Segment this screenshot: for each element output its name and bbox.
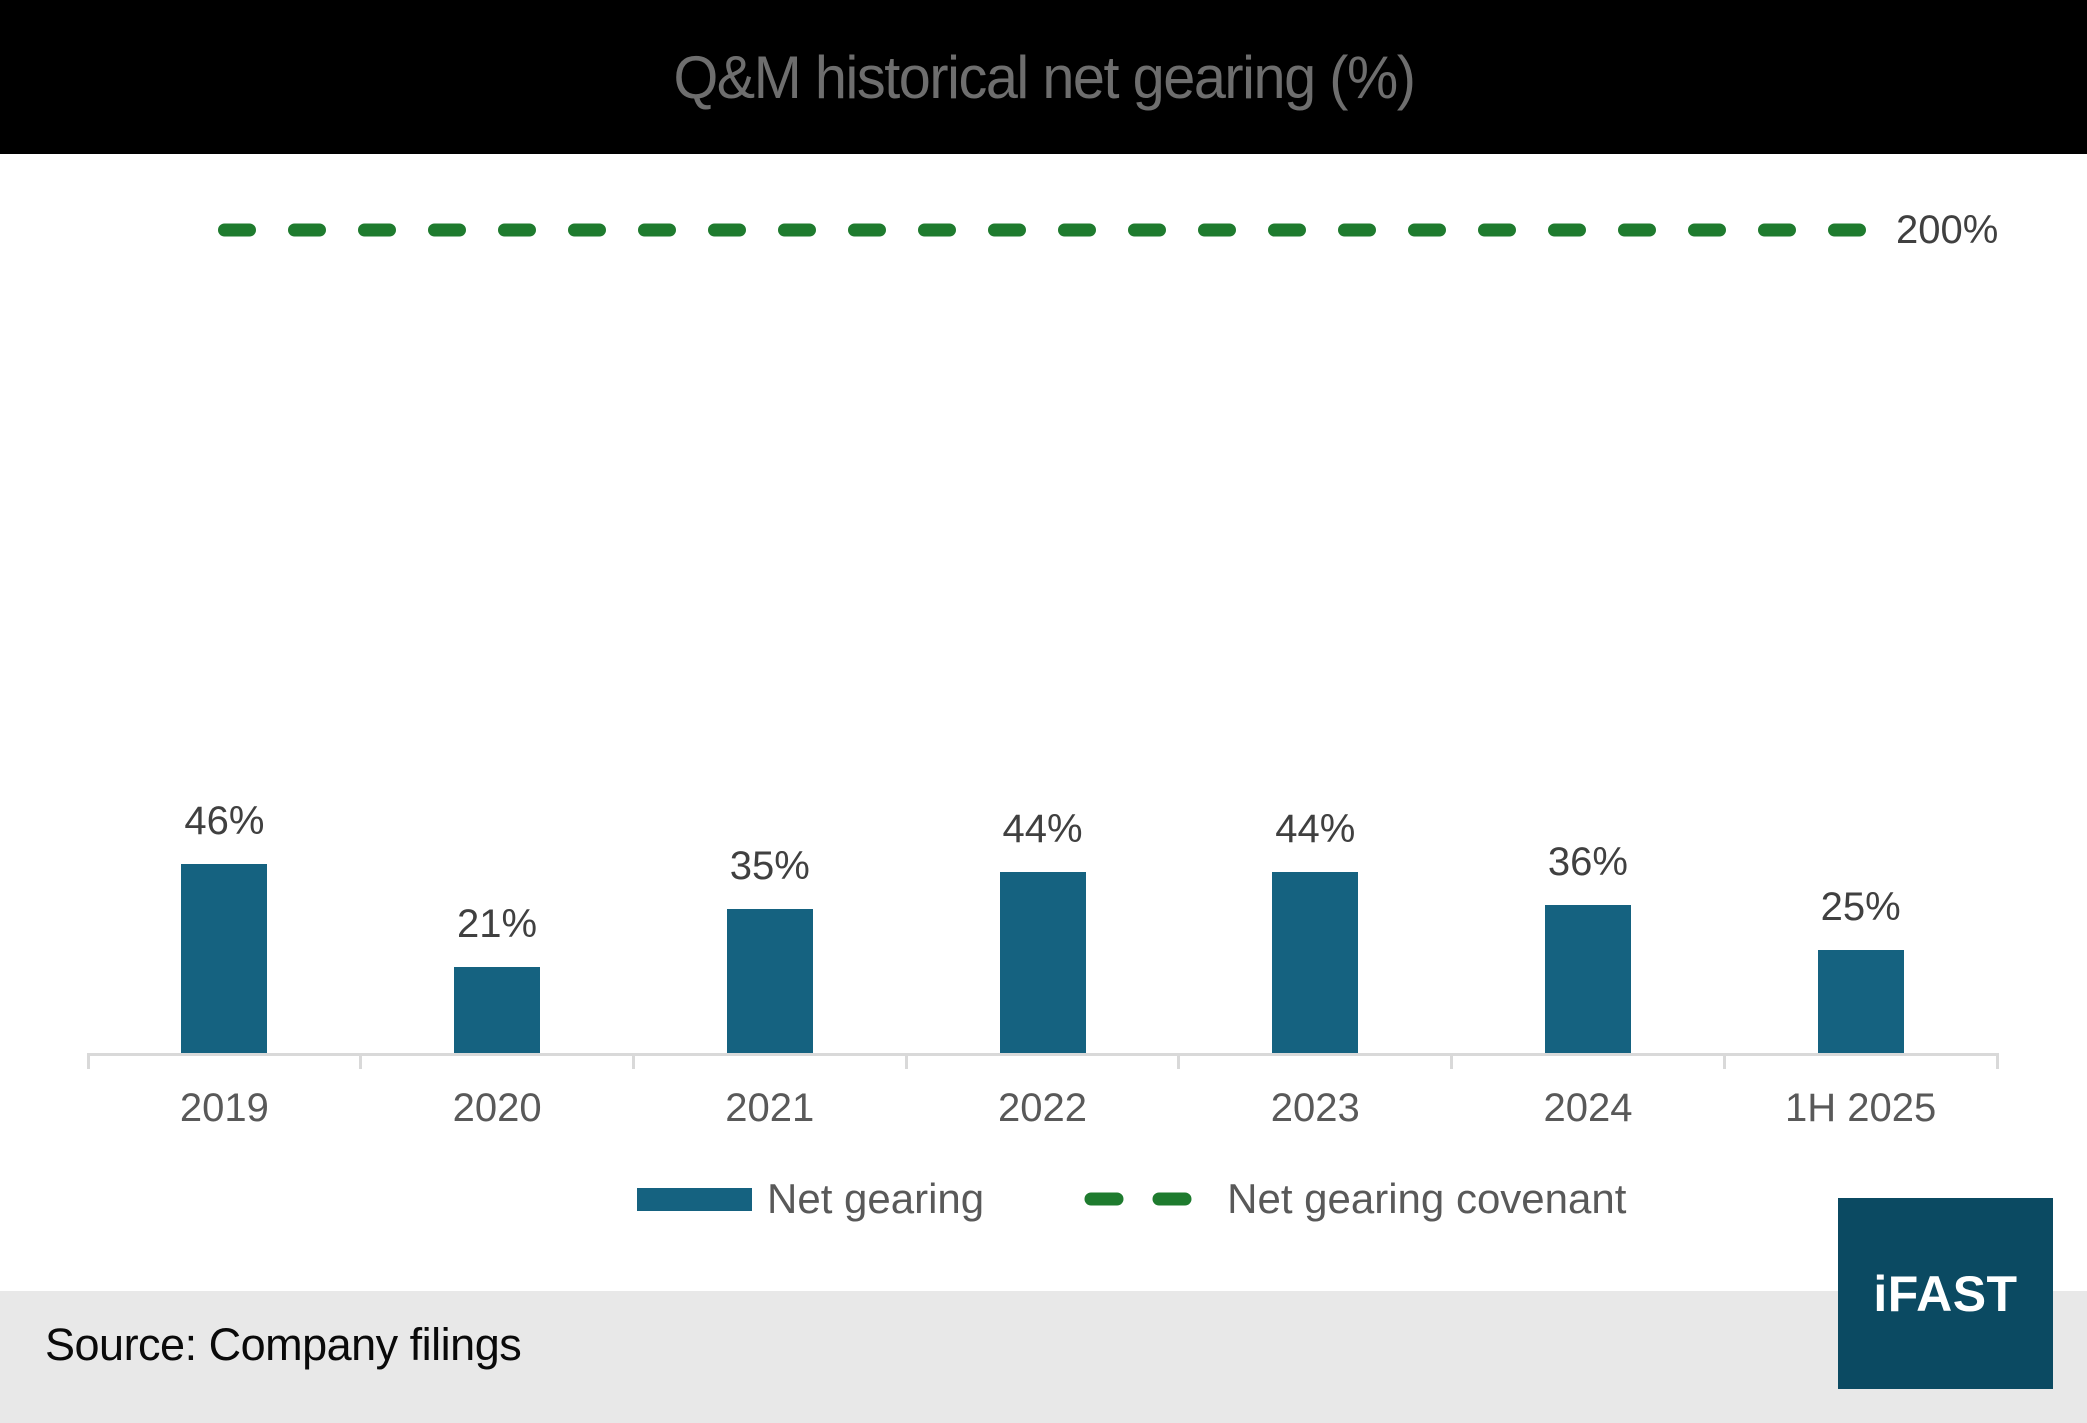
bar-column-2019: 46% (88, 799, 361, 1053)
x-axis-label-1h-2025: 1H 2025 (1785, 1086, 1937, 1130)
ifast-logo-text: iFAST (1873, 1265, 2018, 1322)
net-gearing-swatch-icon (637, 1187, 752, 1211)
x-axis-tick (86, 1053, 90, 1069)
source-text: Source: Company filings (45, 1319, 522, 1370)
bar-column-2024: 36% (1452, 840, 1725, 1053)
x-axis-labels: 2019 2020 2021 2022 2023 2024 1H 2025 (88, 1086, 1997, 1131)
plot-area: 46% 21% 35% 44% 44% 36% 25% (88, 0, 1997, 1053)
bar-1h-2025 (1817, 950, 1904, 1053)
x-axis-tick (359, 1053, 363, 1069)
ifast-logo: iFAST (1838, 1198, 2053, 1389)
x-axis-label-2021: 2021 (725, 1086, 815, 1130)
bar-value-label: 25% (1820, 885, 1901, 929)
covenant-value-label: 200% (1896, 208, 1999, 252)
title-bar: Q&M historical net gearing (%) (0, 0, 2087, 154)
bar-2022 (999, 872, 1086, 1053)
x-axis-label-2019: 2019 (179, 1086, 269, 1130)
legend-label-net-gearing: Net gearing (767, 1175, 985, 1222)
bar-value-label: 21% (457, 902, 538, 946)
bar-2024 (1544, 905, 1631, 1053)
legend: Net gearing Net gearing covenant (637, 1175, 1626, 1223)
bar-2023 (1272, 872, 1359, 1053)
x-axis-label-2024: 2024 (1543, 1086, 1633, 1130)
bar-value-label: 44% (1002, 807, 1083, 851)
bar-column-2022: 44% (906, 807, 1179, 1053)
x-axis-tick (1995, 1053, 1999, 1069)
legend-label-covenant: Net gearing covenant (1227, 1175, 1627, 1222)
x-axis-tick (1177, 1053, 1181, 1069)
bar-2020 (454, 967, 541, 1053)
legend-item-net-gearing: Net gearing (637, 1175, 984, 1223)
source-strip: Source: Company filings (0, 1291, 2087, 1423)
bar-value-label: 44% (1275, 807, 1356, 851)
x-axis-label-2023: 2023 (1270, 1086, 1360, 1130)
x-axis-label-2020: 2020 (452, 1086, 542, 1130)
bar-column-2023: 44% (1179, 807, 1452, 1053)
x-axis-label-2022: 2022 (998, 1086, 1087, 1130)
bar-column-2021: 35% (633, 844, 906, 1053)
x-axis-tick (631, 1053, 635, 1069)
x-axis-line (88, 1053, 1997, 1056)
legend-item-covenant: Net gearing covenant (984, 1175, 1626, 1223)
bar-value-label: 46% (184, 799, 265, 843)
bar-2019 (181, 864, 268, 1053)
bar-2021 (726, 909, 813, 1053)
chart-title: Q&M historical net gearing (%) (672, 43, 1416, 111)
covenant-dash-icon (1084, 1192, 1200, 1206)
x-axis-tick (1450, 1053, 1454, 1069)
bar-column-2020: 21% (361, 902, 634, 1053)
bar-column-1h-2025: 25% (1724, 885, 1997, 1053)
x-axis-tick (1722, 1053, 1726, 1069)
bar-value-label: 36% (1547, 840, 1628, 884)
bar-value-label: 35% (729, 844, 810, 888)
x-axis-tick (904, 1053, 908, 1069)
